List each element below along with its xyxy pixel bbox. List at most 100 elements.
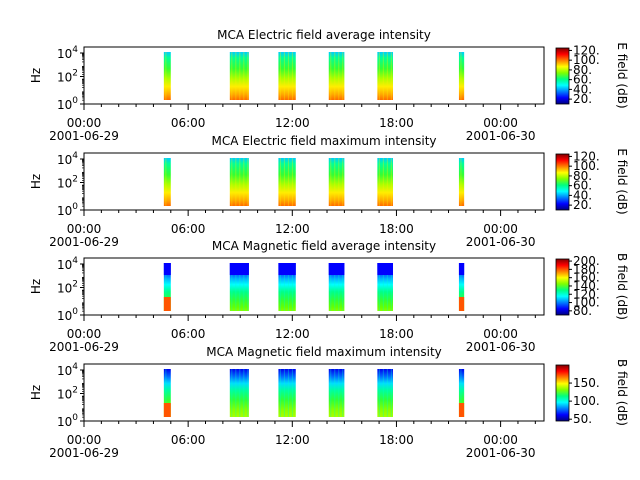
colorbar-tick-label: 60. — [573, 179, 592, 193]
spectrogram-panel-2: MCA Electric field maximum intensity 100 1… — [29, 134, 629, 249]
data-burst — [458, 263, 465, 311]
x-tick-label: 18:00 — [379, 327, 414, 341]
burst-lowfreq-band — [458, 403, 465, 417]
colorbar-tick-label: 20. — [573, 198, 592, 212]
burst-highfreq-band — [458, 263, 465, 275]
x-tick-label: 12:00 — [275, 116, 310, 130]
data-burst — [328, 52, 345, 100]
data-burst — [458, 158, 465, 206]
panel-title: MCA Magnetic field average intensity — [212, 239, 436, 253]
colorbar-tick-label: 120. — [573, 287, 600, 301]
data-burst — [328, 369, 345, 417]
burst-texture — [378, 158, 392, 206]
colorbar-tick-label: 100. — [573, 394, 600, 408]
burst-texture — [378, 52, 392, 100]
burst-lowfreq-band — [163, 403, 171, 417]
colorbar-tick-label: 120. — [573, 43, 600, 57]
data-burst — [229, 369, 249, 417]
y-tick-label: 104 — [57, 45, 78, 61]
colorbar-label: E field (dB) — [615, 42, 629, 108]
burst-highfreq-band — [278, 263, 296, 275]
colorbar — [555, 364, 570, 422]
colorbar-tick-label: 200. — [573, 254, 600, 268]
plot-frame — [83, 152, 545, 211]
colorbar-label: E field (dB) — [615, 148, 629, 214]
x-start-date: 2001-06-29 — [49, 340, 119, 354]
data-burst — [163, 52, 171, 100]
colorbar-tick-label: 140. — [573, 279, 600, 293]
colorbar-tick-label: 100. — [573, 159, 600, 173]
x-tick-label: 00:00 — [483, 116, 518, 130]
data-burst — [377, 158, 393, 206]
x-tick-label: 06:00 — [171, 116, 206, 130]
x-end-date: 2001-06-30 — [466, 235, 536, 249]
y-tick-label: 102 — [57, 386, 78, 402]
panel-title: MCA Electric field maximum intensity — [211, 134, 436, 148]
colorbar-tick-label: 60. — [573, 73, 592, 87]
burst-texture — [231, 369, 249, 417]
x-tick-label: 00:00 — [67, 116, 102, 130]
x-tick-label: 00:00 — [483, 327, 518, 341]
x-end-date: 2001-06-30 — [466, 446, 536, 460]
x-start-date: 2001-06-29 — [49, 129, 119, 143]
y-tick-label: 104 — [57, 256, 78, 272]
colorbar-tick-label: 120. — [573, 149, 600, 163]
colorbar-tick-label: 180. — [573, 262, 600, 276]
data-burst — [458, 52, 465, 100]
burst-highfreq-band — [328, 263, 345, 275]
x-end-date: 2001-06-30 — [466, 340, 536, 354]
colorbar-tick-label: 80. — [573, 169, 592, 183]
x-tick-label: 00:00 — [67, 433, 102, 447]
x-tick-label: 00:00 — [483, 433, 518, 447]
burst-texture — [279, 52, 293, 100]
spectrogram-panel-3: MCA Magnetic field average intensity 100 1… — [29, 239, 629, 354]
y-tick-label: 102 — [57, 69, 78, 85]
spectrogram-panel-4: MCA Magnetic field maximum intensity 100 1… — [29, 345, 629, 460]
data-burst — [377, 369, 393, 417]
data-burst — [163, 369, 171, 417]
y-tick-label: 100 — [57, 202, 78, 218]
burst-highfreq-band — [377, 263, 393, 275]
burst-texture — [279, 158, 293, 206]
x-tick-label: 12:00 — [275, 222, 310, 236]
x-tick-label: 00:00 — [67, 327, 102, 341]
colorbar-tick-label: 80. — [573, 63, 592, 77]
colorbar-tick-label: 150. — [573, 376, 600, 390]
y-tick-label: 104 — [57, 151, 78, 167]
x-start-date: 2001-06-29 — [49, 235, 119, 249]
x-tick-label: 18:00 — [379, 433, 414, 447]
burst-texture — [330, 158, 344, 206]
y-axis-label: Hz — [29, 279, 43, 294]
panel-title: MCA Magnetic field maximum intensity — [206, 345, 442, 359]
y-axis-label: Hz — [29, 174, 43, 189]
x-tick-label: 18:00 — [379, 222, 414, 236]
x-tick-label: 06:00 — [171, 222, 206, 236]
data-burst — [278, 369, 296, 417]
plot-frame — [83, 363, 545, 422]
y-tick-label: 102 — [57, 280, 78, 296]
data-burst — [278, 52, 296, 100]
y-axis-label: Hz — [29, 385, 43, 400]
x-tick-label: 12:00 — [275, 327, 310, 341]
burst-highfreq-band — [163, 263, 171, 275]
x-tick-label: 00:00 — [67, 222, 102, 236]
burst-lowfreq-band — [163, 297, 171, 311]
y-axis-label: Hz — [29, 68, 43, 83]
x-tick-label: 00:00 — [483, 222, 518, 236]
data-burst — [229, 158, 249, 206]
burst-texture — [231, 52, 249, 100]
burst-texture — [378, 369, 392, 417]
burst-highfreq-band — [229, 263, 249, 275]
colorbar-label: B field (dB) — [615, 359, 629, 426]
x-tick-label: 18:00 — [379, 116, 414, 130]
colorbar — [555, 153, 570, 211]
colorbar-tick-label: 40. — [573, 188, 592, 202]
y-tick-label: 100 — [57, 307, 78, 323]
y-tick-label: 102 — [57, 175, 78, 191]
y-tick-label: 104 — [57, 362, 78, 378]
burst-lowfreq-band — [458, 297, 465, 311]
colorbar-tick-label: 40. — [573, 82, 592, 96]
data-burst — [458, 369, 465, 417]
colorbar — [555, 258, 570, 316]
